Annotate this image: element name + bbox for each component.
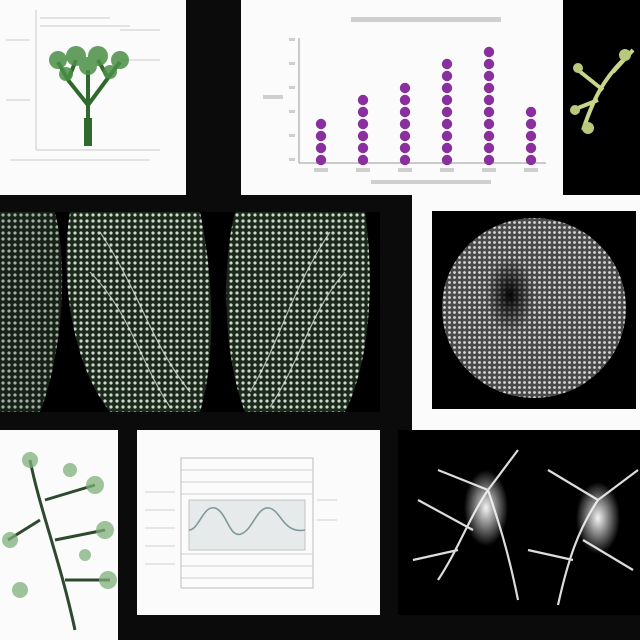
chart-dot	[483, 70, 495, 82]
chart-column-4	[483, 46, 495, 166]
y-tick-label	[289, 86, 295, 89]
chart-dot	[483, 106, 495, 118]
chart-dot	[399, 142, 411, 154]
chart-dot	[441, 94, 453, 106]
chart-dot	[441, 142, 453, 154]
chart-dot	[357, 130, 369, 142]
chart-dot	[483, 130, 495, 142]
sphere-cell-image	[432, 211, 636, 409]
dot-column-chart	[263, 17, 546, 184]
plant-sprig	[570, 48, 635, 134]
green-branch-image	[2, 452, 117, 631]
chart-dot	[399, 94, 411, 106]
chart-dot	[315, 130, 327, 142]
y-tick-label	[289, 110, 295, 113]
y-tick-label	[289, 158, 295, 161]
chart-dot	[525, 130, 537, 142]
chart-dot	[441, 154, 453, 166]
chart-dot	[441, 70, 453, 82]
y-tick-label	[289, 62, 295, 65]
x-tick-label	[524, 168, 538, 172]
chart-dot	[525, 106, 537, 118]
sphere-cell-panel	[412, 195, 640, 430]
chart-column-2	[399, 82, 411, 166]
chart-column-5	[525, 106, 537, 166]
y-tick-label	[289, 38, 295, 41]
chart-dot	[483, 142, 495, 154]
table-waveform-figure	[145, 457, 337, 589]
chart-dot	[483, 94, 495, 106]
chart-dot	[483, 154, 495, 166]
chart-dot	[357, 118, 369, 130]
chart-column-1	[357, 94, 369, 166]
chart-title-placeholder	[351, 17, 501, 22]
tree-diagram	[6, 10, 160, 161]
chart-dot	[357, 94, 369, 106]
chart-dot	[357, 106, 369, 118]
dot-column-chart-panel	[241, 0, 563, 195]
chart-dot	[441, 118, 453, 130]
chart-column-3	[441, 58, 453, 166]
chart-column-0	[315, 118, 327, 166]
x-tick-label	[314, 168, 328, 172]
plant-sprig-panel	[563, 0, 640, 195]
chart-dot	[399, 82, 411, 94]
chart-dot	[399, 118, 411, 130]
dendrite-image	[412, 449, 639, 606]
y-axis-label-placeholder	[263, 95, 283, 99]
chart-dot	[315, 142, 327, 154]
chart-dot	[483, 82, 495, 94]
chart-dot	[357, 142, 369, 154]
chart-dot	[441, 82, 453, 94]
chart-dot	[315, 154, 327, 166]
x-axis-label-placeholder	[371, 180, 491, 184]
chart-dot	[315, 118, 327, 130]
chart-dot	[441, 130, 453, 142]
fibrous-lobes-panel	[0, 212, 380, 412]
x-tick-label	[482, 168, 496, 172]
chart-dot	[525, 154, 537, 166]
chart-dot	[525, 142, 537, 154]
chart-dot	[483, 58, 495, 70]
chart-dot	[483, 118, 495, 130]
chart-dot	[525, 118, 537, 130]
chart-dot	[399, 106, 411, 118]
fibrous-lobes-image	[0, 212, 370, 412]
x-tick-label	[356, 168, 370, 172]
chart-dot	[399, 130, 411, 142]
dendrite-panel	[398, 430, 640, 615]
chart-dot	[357, 154, 369, 166]
green-branch-panel	[0, 430, 118, 640]
chart-dot	[441, 106, 453, 118]
table-waveform-panel	[137, 430, 380, 615]
x-tick-label	[440, 168, 454, 172]
chart-dot	[399, 154, 411, 166]
y-tick-label	[289, 134, 295, 137]
x-tick-label	[398, 168, 412, 172]
chart-dot	[441, 58, 453, 70]
tree-diagram-panel	[0, 0, 186, 195]
chart-dot	[483, 46, 495, 58]
